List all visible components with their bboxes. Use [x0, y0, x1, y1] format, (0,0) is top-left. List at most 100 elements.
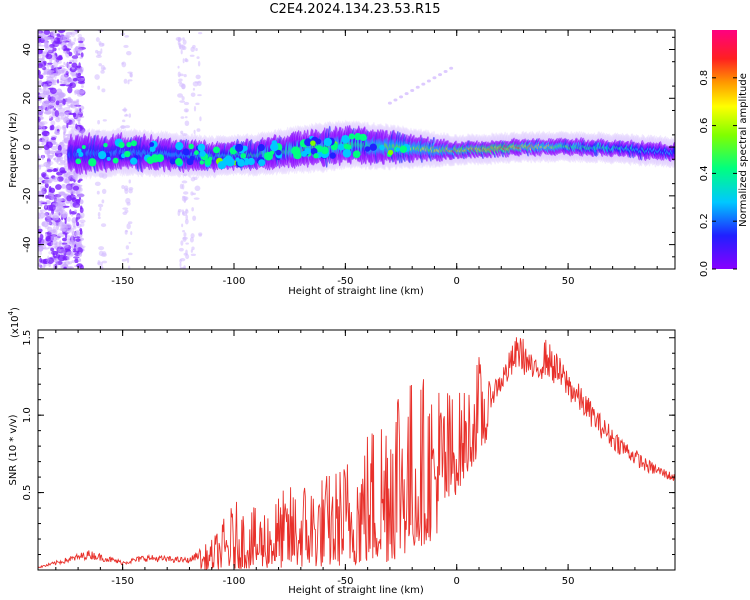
noise-blob — [65, 31, 73, 36]
noise-blob — [178, 247, 184, 252]
noise-blob — [75, 46, 83, 53]
noise-blob — [66, 195, 72, 202]
noise-blob — [59, 83, 67, 87]
noise-blob — [43, 30, 51, 35]
noise-blob — [57, 209, 66, 212]
noise-blob — [44, 68, 52, 75]
noise-blob — [48, 229, 56, 234]
noise-blob — [122, 211, 128, 216]
noise-blob — [61, 183, 67, 189]
noise-blob — [50, 30, 57, 37]
snr-series-line — [38, 337, 675, 570]
noise-blob — [66, 79, 74, 83]
noise-blob — [59, 248, 66, 255]
noise-blob — [177, 65, 180, 69]
ridge-blob — [130, 140, 137, 147]
noise-blob — [68, 125, 76, 128]
noise-blob — [53, 72, 58, 77]
noise-blob — [67, 104, 75, 107]
noise-blob — [95, 49, 99, 54]
noise-blob — [191, 246, 195, 251]
noise-blob — [79, 186, 82, 192]
noise-blob — [175, 36, 182, 41]
noise-blob — [56, 79, 60, 84]
ridge-blob — [270, 142, 279, 152]
spectrogram-y-ticks: 40 20 0 -20 -40 — [22, 36, 675, 258]
noise-blob — [59, 228, 67, 232]
ridge-blob — [369, 143, 377, 151]
noise-blob — [98, 41, 102, 46]
ridge-blob — [149, 146, 156, 152]
noise-blob — [185, 209, 189, 214]
noise-blob — [123, 107, 127, 113]
noise-blob — [38, 116, 45, 120]
noise-blob — [38, 201, 43, 206]
noise-blob — [67, 86, 73, 94]
noise-blob — [179, 100, 186, 103]
noise-blob — [121, 259, 127, 262]
noise-blob — [50, 100, 55, 107]
noise-blob — [39, 210, 43, 214]
noise-blob — [185, 254, 190, 260]
noise-blob — [66, 123, 69, 129]
colorbar-tick-label: 0.2 — [699, 213, 710, 229]
noise-blob — [48, 186, 52, 193]
noise-blob — [198, 233, 202, 237]
noise-blob — [41, 141, 45, 146]
noise-blob — [42, 72, 46, 76]
noise-blob — [40, 32, 45, 38]
noise-blob — [80, 85, 84, 88]
noise-blob — [52, 95, 59, 102]
snr-x-ticks: -150 -100 -50 0 50 — [55, 330, 658, 587]
x-tick-label: 0 — [454, 276, 460, 287]
noise-blob — [71, 260, 76, 264]
noise-blob — [71, 62, 78, 68]
noise-blob — [185, 242, 189, 245]
noise-blob — [99, 207, 102, 211]
noise-blob — [48, 70, 55, 73]
noise-blob — [42, 60, 47, 65]
noise-blob — [100, 223, 107, 228]
noise-blob — [55, 184, 62, 190]
noise-blob — [71, 182, 78, 186]
noise-blob — [69, 109, 72, 113]
noise-blob — [62, 243, 69, 248]
noise-blob — [184, 218, 189, 225]
noise-blob — [53, 242, 58, 248]
y-tick-label: 40 — [22, 43, 33, 56]
noise-blob — [38, 30, 44, 34]
noise-blob — [48, 82, 57, 86]
noise-blob — [72, 185, 80, 191]
noise-blob — [179, 82, 185, 87]
noise-blob — [181, 44, 184, 49]
noise-blob — [76, 99, 80, 106]
ridge-blob — [241, 145, 248, 152]
noise-blob — [128, 113, 132, 118]
noise-blob — [59, 80, 63, 84]
noise-blob — [194, 185, 201, 192]
ridge-blob — [75, 158, 82, 165]
ridge-blob — [342, 148, 352, 158]
noise-blob — [38, 147, 43, 150]
noise-blob — [56, 158, 59, 164]
noise-blob — [182, 133, 187, 137]
noise-blob — [78, 46, 86, 50]
noise-blob — [123, 78, 128, 84]
noise-blob — [122, 207, 129, 210]
noise-blob — [52, 240, 58, 246]
noise-blob — [43, 179, 49, 185]
noise-blob — [44, 46, 53, 53]
noise-blob — [65, 223, 72, 229]
noise-blob — [98, 63, 102, 67]
noise-blob — [72, 101, 80, 106]
colorbar-ticks: 0.0 0.2 0.4 0.6 0.8 — [699, 70, 737, 277]
noise-blob — [101, 199, 105, 204]
noise-blob — [58, 162, 66, 166]
noise-blob — [47, 255, 50, 262]
noise-blob — [191, 207, 194, 212]
noise-blob — [53, 193, 62, 198]
x-tick-label: -150 — [111, 276, 134, 287]
noise-blob — [67, 234, 71, 241]
y-tick-label: 0.5 — [22, 485, 33, 501]
noise-blob — [46, 230, 52, 238]
